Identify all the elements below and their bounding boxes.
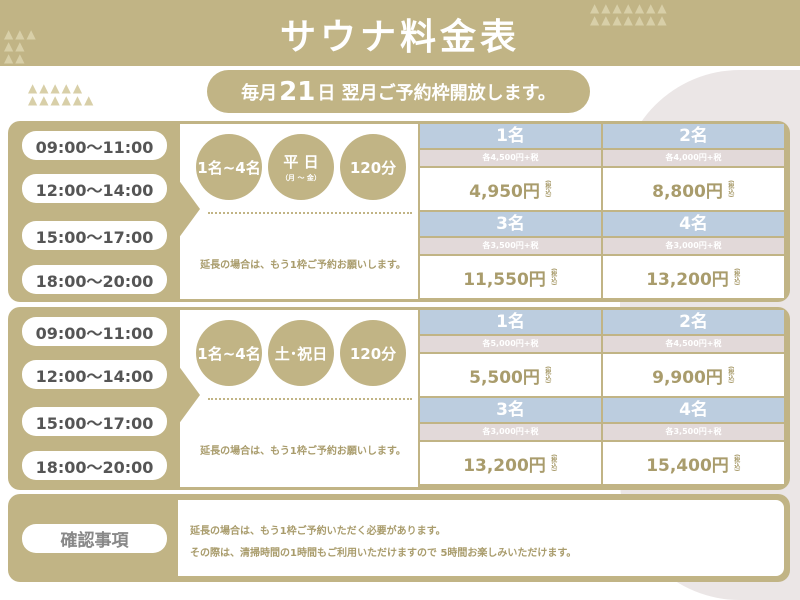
notice-label: 確認事項 — [22, 524, 167, 553]
plan-info: 1名~4名 平 日 （月 ～ 金） 120分延長の場合は、もう1枠ご予約お願いします。 — [180, 124, 418, 299]
total-price: 15,400円 (税込) — [603, 442, 784, 484]
total-price: 13,200円 (税込) — [603, 256, 784, 298]
per-person-price: 各3,500円+税 — [603, 424, 784, 440]
price-cell: 3名各3,500円+税 11,550円 (税込) — [420, 212, 601, 298]
triangle-pattern-icon: ▲▲▲▲▲▲▲ ▲▲▲▲▲▲▲ — [590, 1, 669, 27]
notice-body: 延長の場合は、もう1枠ご予約いただく必要があります。 その際は、清掃時間の1時間… — [178, 500, 784, 576]
total-price: 13,200円 (税込) — [420, 442, 601, 484]
per-person-price: 各4,000円+税 — [603, 150, 784, 166]
total-amount: 8,800円 — [652, 181, 723, 202]
notice-line: 延長の場合は、もう1枠ご予約いただく必要があります。 — [190, 526, 446, 537]
total-amount: 4,950円 — [469, 181, 540, 202]
plan-badge: 平 日 （月 ～ 金） — [268, 134, 334, 200]
per-person-price: 各5,000円+税 — [420, 336, 601, 352]
banner-text: 毎月 — [241, 82, 278, 104]
people-count: 3名 — [420, 398, 601, 422]
tax-included-label: (税込) — [549, 268, 557, 286]
total-price: 9,900円 (税込) — [603, 354, 784, 396]
plan-info: 1名~4名 土･祝日 120分延長の場合は、もう1枠ご予約お願いします。 — [180, 310, 418, 487]
people-count: 1名 — [420, 310, 601, 334]
price-cell: 4名各3,500円+税 15,400円 (税込) — [603, 398, 784, 484]
total-price: 4,950円 (税込) — [420, 168, 601, 210]
badge-main: 120分 — [349, 344, 397, 363]
badge-main: 1名~4名 — [197, 344, 261, 363]
per-person-price: 各4,500円+税 — [603, 336, 784, 352]
people-count: 4名 — [603, 398, 784, 422]
time-slot: 12:00～14:00 — [22, 360, 167, 389]
badge-main: 120分 — [349, 158, 397, 177]
extension-note: 延長の場合は、もう1枠ご予約お願いします。 — [200, 260, 406, 271]
time-slot: 18:00～20:00 — [22, 451, 167, 480]
total-amount: 15,400円 — [646, 455, 729, 476]
plan-badge: 1名~4名 — [196, 320, 262, 386]
total-amount: 5,500円 — [469, 367, 540, 388]
time-slot: 12:00～14:00 — [22, 174, 167, 203]
tax-included-label: (税込) — [543, 366, 551, 384]
time-slot: 18:00～20:00 — [22, 265, 167, 294]
price-section: 09:00～11:00 12:00～14:00 15:00～17:00 18:00～2… — [8, 121, 790, 302]
price-cell: 2名各4,500円+税 9,900円 (税込) — [603, 310, 784, 396]
time-slot: 09:00～11:00 — [22, 317, 167, 346]
banner-day: 21 — [279, 76, 316, 107]
people-count: 3名 — [420, 212, 601, 236]
tax-included-label: (税込) — [543, 180, 551, 198]
arrow-right-icon — [178, 179, 200, 239]
per-person-price: 各3,000円+税 — [420, 424, 601, 440]
time-slot: 09:00～11:00 — [22, 131, 167, 160]
people-count: 2名 — [603, 124, 784, 148]
divider — [208, 398, 412, 400]
plan-badge: 120分 — [340, 134, 406, 200]
price-cell: 1名各5,000円+税 5,500円 (税込) — [420, 310, 601, 396]
per-person-price: 各3,500円+税 — [420, 238, 601, 254]
price-cell: 4名各3,000円+税 13,200円 (税込) — [603, 212, 784, 298]
total-amount: 9,900円 — [652, 367, 723, 388]
header-band — [0, 0, 800, 66]
total-amount: 13,200円 — [463, 455, 546, 476]
price-cell: 2名各4,000円+税 8,800円 (税込) — [603, 124, 784, 210]
extension-note: 延長の場合は、もう1枠ご予約お願いします。 — [200, 446, 406, 457]
plan-badge: 1名~4名 — [196, 134, 262, 200]
total-price: 5,500円 (税込) — [420, 354, 601, 396]
people-count: 1名 — [420, 124, 601, 148]
divider — [208, 212, 412, 214]
people-count: 4名 — [603, 212, 784, 236]
arrow-right-icon — [178, 365, 200, 425]
page-title: サウナ料金表 — [279, 17, 520, 58]
total-amount: 13,200円 — [646, 269, 729, 290]
time-slot: 15:00～17:00 — [22, 221, 167, 250]
tax-included-label: (税込) — [549, 454, 557, 472]
badge-sub: （月 ～ 金） — [281, 174, 321, 182]
badge-main: 土･祝日 — [274, 344, 328, 363]
price-section: 09:00～11:00 12:00～14:00 15:00～17:00 18:00～2… — [8, 307, 790, 490]
total-price: 8,800円 (税込) — [603, 168, 784, 210]
price-cell: 1名各4,500円+税 4,950円 (税込) — [420, 124, 601, 210]
plan-badge: 120分 — [340, 320, 406, 386]
notice-line: その際は、清掃時間の1時間もご利用いただけますので 5時間お楽しみいただけます。 — [190, 548, 577, 559]
per-person-price: 各3,000円+税 — [603, 238, 784, 254]
notice-panel: 確認事項 延長の場合は、もう1枠ご予約いただく必要があります。 その際は、清掃時… — [8, 494, 790, 582]
reservation-banner: 毎月 21 日 翌月ご予約枠開放します。 — [207, 70, 590, 113]
total-amount: 11,550円 — [463, 269, 546, 290]
plan-badge: 土･祝日 — [268, 320, 334, 386]
triangle-pattern-icon: ▲▲▲ ▲▲ ▲▲ — [4, 27, 38, 65]
people-count: 2名 — [603, 310, 784, 334]
time-slot: 15:00～17:00 — [22, 407, 167, 436]
total-price: 11,550円 (税込) — [420, 256, 601, 298]
tax-included-label: (税込) — [732, 268, 740, 286]
tax-included-label: (税込) — [726, 366, 734, 384]
badge-main: 平 日 — [283, 153, 319, 171]
tax-included-label: (税込) — [726, 180, 734, 198]
badge-main: 1名~4名 — [197, 158, 261, 177]
tax-included-label: (税込) — [732, 454, 740, 472]
per-person-price: 各4,500円+税 — [420, 150, 601, 166]
price-cell: 3名各3,000円+税 13,200円 (税込) — [420, 398, 601, 484]
banner-text: 日 翌月ご予約枠開放します。 — [317, 82, 556, 104]
triangle-pattern-icon: ▲▲▲▲▲ ▲▲▲▲▲▲ — [28, 81, 96, 107]
